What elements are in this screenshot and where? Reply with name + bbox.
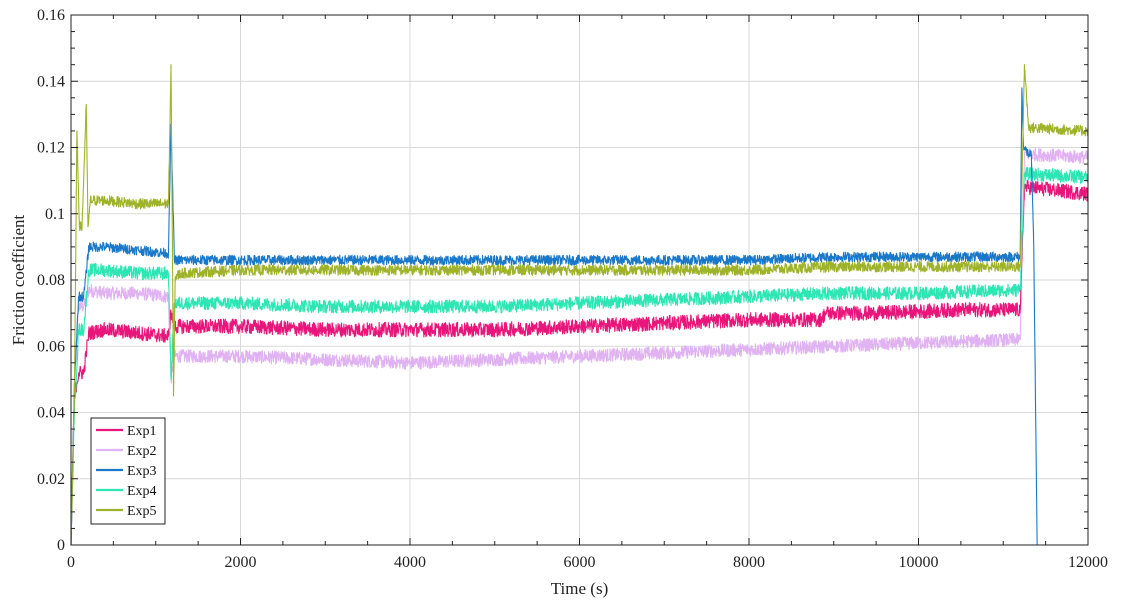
x-tick-label: 0 [67,554,75,571]
series-exp2-line [70,147,1089,546]
x-tick-label: 6000 [564,554,596,571]
series-exp1-line [70,179,1089,546]
legend-label-exp4: Exp4 [127,484,157,499]
y-tick-label: 0 [57,537,65,554]
series-exp5-line [70,64,1089,546]
legend-label-exp1: Exp1 [127,424,157,439]
y-tick-label: 0.16 [37,7,65,24]
legend: Exp1 Exp2 Exp3 Exp4 Exp5 [90,417,166,525]
y-tick-label: 0.02 [37,471,65,488]
legend-label-exp3: Exp3 [127,464,157,479]
series-exp3-line [70,87,1038,546]
y-tick-label: 0.14 [37,73,65,90]
series-layer [70,64,1089,546]
x-tick-label: 10000 [899,554,939,571]
x-tick-label: 2000 [225,554,257,571]
y-tick-label: 0.08 [37,272,65,289]
x-tick-label: 4000 [394,554,426,571]
legend-label-exp2: Exp2 [127,444,157,459]
x-tick-label: 8000 [733,554,765,571]
y-tick-label: 0.12 [37,140,65,157]
grid-lines [71,15,1088,545]
x-axis-label: Time (s) [551,579,608,598]
y-tick-label: 0.04 [37,405,65,422]
y-axis-label: Friction coefficient [9,215,28,346]
legend-label-exp5: Exp5 [127,504,157,519]
series-exp4-line [70,166,1089,546]
x-tick-label: 12000 [1068,554,1108,571]
y-tick-label: 0.06 [37,338,65,355]
ticks: 0 2000 4000 6000 8000 10000 12000 0 0.02 0.04 0.06… [37,7,1108,571]
y-tick-label: 0.1 [45,206,65,223]
